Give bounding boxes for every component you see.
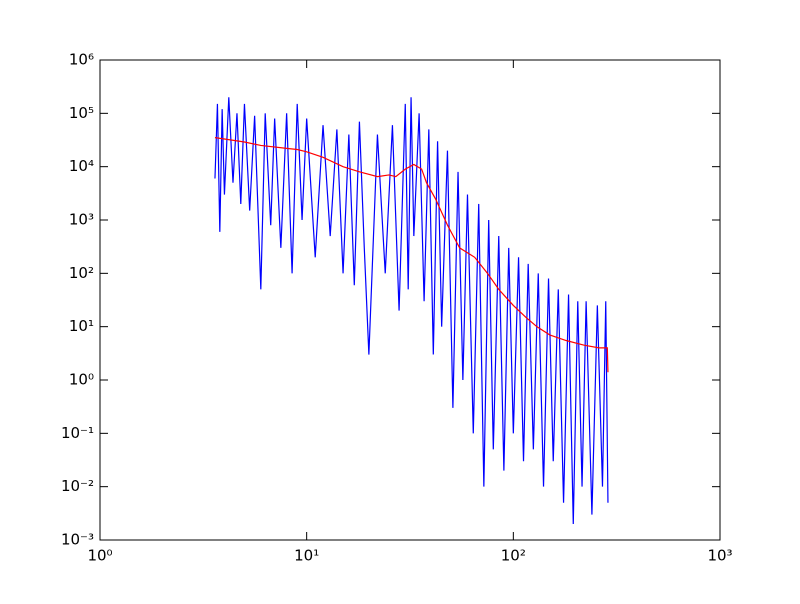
- y-tick-label: 10¹: [69, 317, 94, 335]
- y-tick-label: 10⁵: [69, 104, 94, 122]
- x-tick-label: 10³: [707, 547, 732, 565]
- y-tick-label: 10⁻¹: [61, 424, 94, 442]
- y-tick-label: 10⁻³: [61, 531, 94, 549]
- y-tick-label: 10²: [69, 264, 94, 282]
- y-tick-label: 10⁴: [69, 157, 94, 175]
- y-tick-label: 10³: [69, 211, 94, 229]
- x-tick-label: 10¹: [294, 547, 319, 565]
- plot-area: [214, 97, 609, 524]
- series-line: [214, 137, 609, 373]
- y-tick-label: 10⁶: [69, 51, 94, 69]
- x-tick-label: 10²: [501, 547, 526, 565]
- y-tick-label: 10⁻²: [61, 477, 94, 495]
- y-tick-label: 10⁰: [69, 371, 94, 389]
- x-tick-label: 10⁰: [87, 547, 112, 565]
- series-line: [214, 97, 609, 524]
- axes-frame: [99, 59, 721, 541]
